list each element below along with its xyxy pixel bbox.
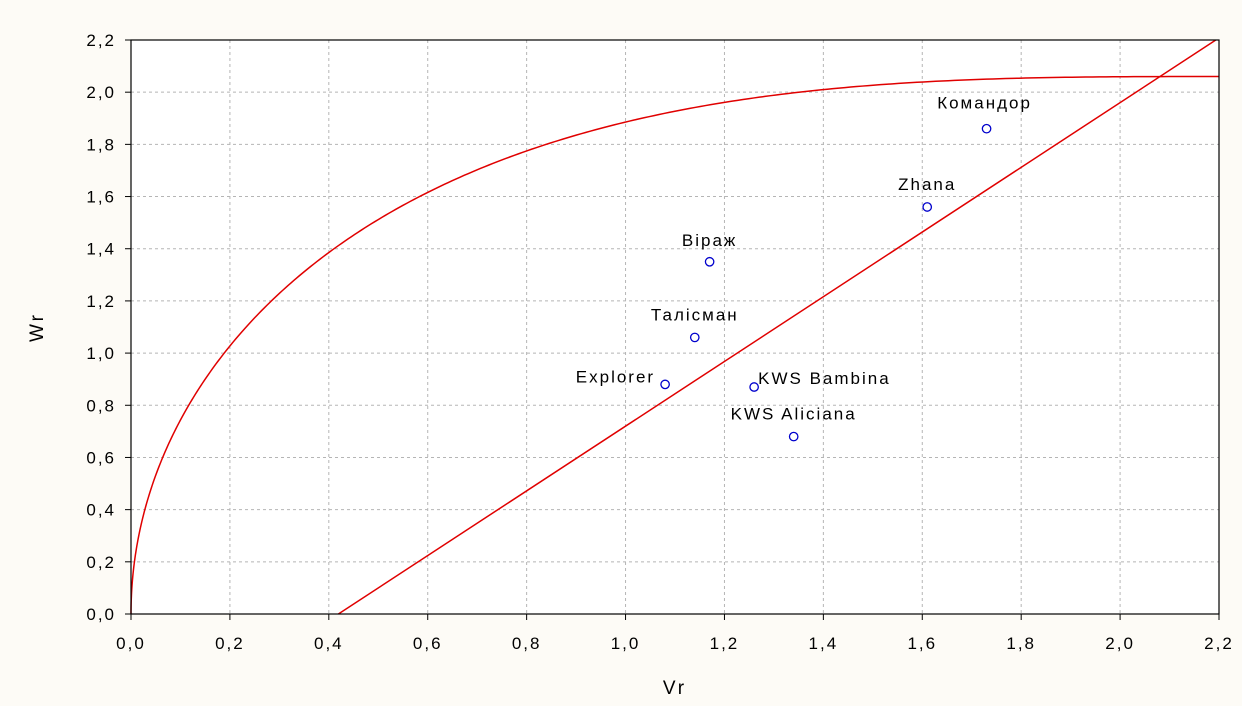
x-tick-label: 1,6: [907, 634, 937, 653]
data-point-label: KWS Bambina: [758, 369, 891, 388]
x-tick-label: 2,0: [1105, 634, 1135, 653]
y-tick-label: 0,6: [86, 448, 116, 467]
x-tick-label: 0,4: [314, 634, 344, 653]
x-tick-label: 1,8: [1006, 634, 1036, 653]
y-tick-label: 1,6: [86, 188, 116, 207]
y-tick-label: 1,0: [86, 344, 116, 363]
x-tick-label: 1,2: [710, 634, 740, 653]
data-point-label: Віраж: [682, 231, 737, 250]
x-tick-label: 0,8: [512, 634, 542, 653]
y-tick-label: 0,2: [86, 553, 116, 572]
plot-area: [131, 40, 1219, 614]
y-tick-label: 2,0: [86, 83, 116, 102]
y-tick-label: 1,4: [86, 240, 116, 259]
data-point-label: Explorer: [576, 367, 655, 386]
x-tick-label: 0,0: [116, 634, 146, 653]
y-tick-label: 0,8: [86, 396, 116, 415]
x-tick-label: 2,2: [1204, 634, 1234, 653]
data-point-label: Командор: [937, 94, 1032, 113]
y-tick-label: 1,8: [86, 135, 116, 154]
x-axis-title: Vr: [663, 678, 687, 699]
x-tick-label: 1,4: [809, 634, 839, 653]
data-point-label: Талісман: [651, 305, 739, 324]
y-axis-title: Wr: [27, 312, 48, 342]
y-tick-label: 2,2: [86, 31, 116, 50]
x-tick-label: 0,6: [413, 634, 443, 653]
x-tick-label: 1,0: [611, 634, 641, 653]
y-tick-label: 1,2: [86, 292, 116, 311]
y-tick-label: 0,4: [86, 501, 116, 520]
data-point-label: KWS Aliciana: [731, 405, 857, 424]
data-point-label: Zhana: [898, 175, 956, 194]
y-tick-label: 0,0: [86, 605, 116, 624]
x-tick-label: 0,2: [215, 634, 245, 653]
